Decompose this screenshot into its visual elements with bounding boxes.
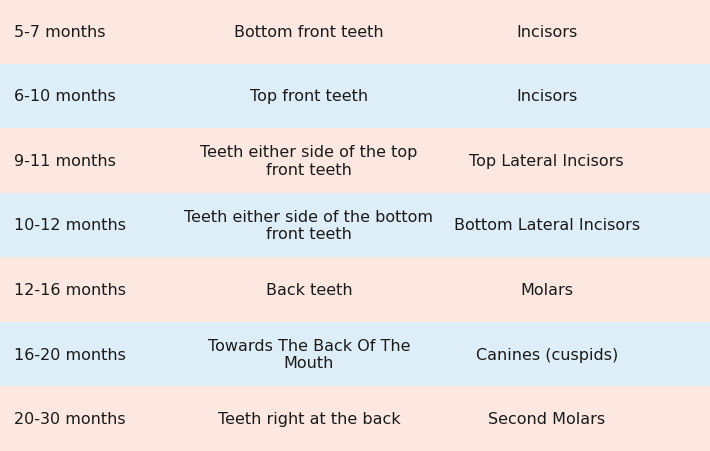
Text: 5-7 months: 5-7 months	[14, 25, 106, 40]
Bar	[0, 387, 710, 451]
Text: 20-30 months: 20-30 months	[14, 411, 126, 426]
Bar	[0, 129, 710, 193]
Text: Teeth either side of the bottom
front teeth: Teeth either side of the bottom front te…	[185, 209, 433, 242]
Text: 12-16 months: 12-16 months	[14, 282, 126, 297]
Text: Canines (cuspids): Canines (cuspids)	[476, 347, 618, 362]
Text: Back teeth: Back teeth	[266, 282, 352, 297]
Bar	[0, 64, 710, 129]
Text: 16-20 months: 16-20 months	[14, 347, 126, 362]
Bar	[0, 258, 710, 322]
Text: Top front teeth: Top front teeth	[250, 89, 368, 104]
Text: Molars: Molars	[520, 282, 573, 297]
Text: 9-11 months: 9-11 months	[14, 154, 116, 169]
Text: Incisors: Incisors	[516, 25, 577, 40]
Bar	[0, 322, 710, 387]
Text: Second Molars: Second Molars	[488, 411, 605, 426]
Text: Teeth right at the back: Teeth right at the back	[217, 411, 400, 426]
Text: 6-10 months: 6-10 months	[14, 89, 116, 104]
Text: Bottom Lateral Incisors: Bottom Lateral Incisors	[454, 218, 640, 233]
Bar	[0, 0, 710, 64]
Text: 10-12 months: 10-12 months	[14, 218, 126, 233]
Text: Teeth either side of the top
front teeth: Teeth either side of the top front teeth	[200, 145, 417, 177]
Text: Bottom front teeth: Bottom front teeth	[234, 25, 383, 40]
Text: Towards The Back Of The
Mouth: Towards The Back Of The Mouth	[207, 338, 410, 371]
Bar	[0, 193, 710, 258]
Text: Incisors: Incisors	[516, 89, 577, 104]
Text: Top Lateral Incisors: Top Lateral Incisors	[469, 154, 624, 169]
